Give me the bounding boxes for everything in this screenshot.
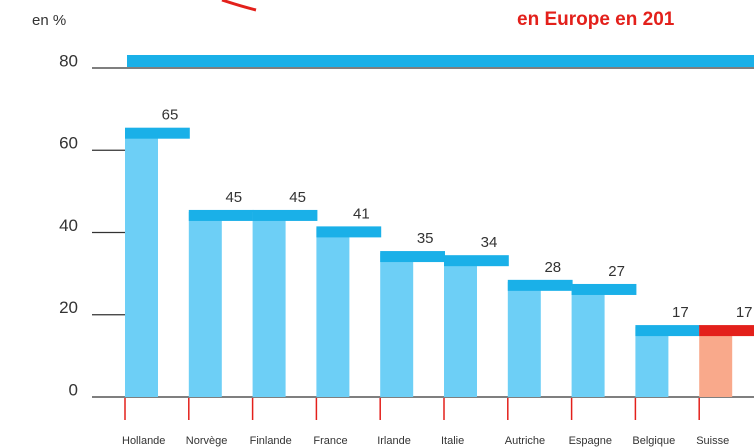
x-tick-label: Autriche (505, 435, 545, 447)
x-tick-label: Espagne (569, 435, 612, 447)
bar-cap (316, 226, 382, 238)
y-tick-label: 80 (59, 51, 78, 70)
x-tick-label: Norvège (186, 435, 228, 447)
y-tick-label: 40 (59, 216, 78, 235)
value-label: 65 (162, 107, 179, 124)
bar (380, 253, 414, 397)
bar-cap (188, 209, 254, 221)
value-label: 35 (417, 230, 434, 247)
bar (571, 285, 605, 397)
bar (188, 211, 222, 397)
value-label: 17 (736, 304, 753, 321)
x-tick-label: Finlande (250, 435, 292, 447)
bar (316, 228, 350, 397)
y-tick-label: 0 (69, 380, 78, 399)
x-tick-label: Hollande (122, 435, 165, 447)
bar (635, 327, 669, 397)
value-label: 34 (481, 234, 498, 251)
x-tick-label: Suisse (696, 435, 729, 447)
decoration (221, 0, 257, 12)
y-tick-label: 20 (59, 298, 78, 317)
value-label: 45 (289, 189, 306, 206)
bar-cap (252, 209, 318, 221)
bar-cap (635, 325, 701, 337)
x-tick-label: Irlande (377, 435, 411, 447)
value-label: 17 (672, 304, 689, 321)
x-tick-label: Belgique (632, 435, 675, 447)
chart-title: en Europe en 201 (517, 9, 675, 30)
bar-cap (444, 255, 509, 267)
bar (507, 281, 541, 397)
value-label: 41 (353, 205, 370, 222)
value-label: 27 (608, 263, 625, 280)
x-tick-label: Italie (441, 435, 464, 447)
bar-cap (380, 251, 445, 263)
bar (444, 257, 477, 397)
bar-cap (699, 325, 754, 337)
bar-cap (125, 127, 190, 139)
value-label: 45 (225, 189, 242, 206)
bar (252, 211, 286, 397)
bar-cap (507, 279, 573, 291)
bar (125, 129, 158, 397)
y-axis-label: en % (32, 12, 66, 29)
value-label: 28 (544, 259, 561, 276)
top-band (127, 55, 754, 67)
bar-cap (571, 283, 637, 295)
x-tick-label: France (313, 435, 347, 447)
y-tick-label: 60 (59, 134, 78, 153)
bar (699, 327, 733, 397)
